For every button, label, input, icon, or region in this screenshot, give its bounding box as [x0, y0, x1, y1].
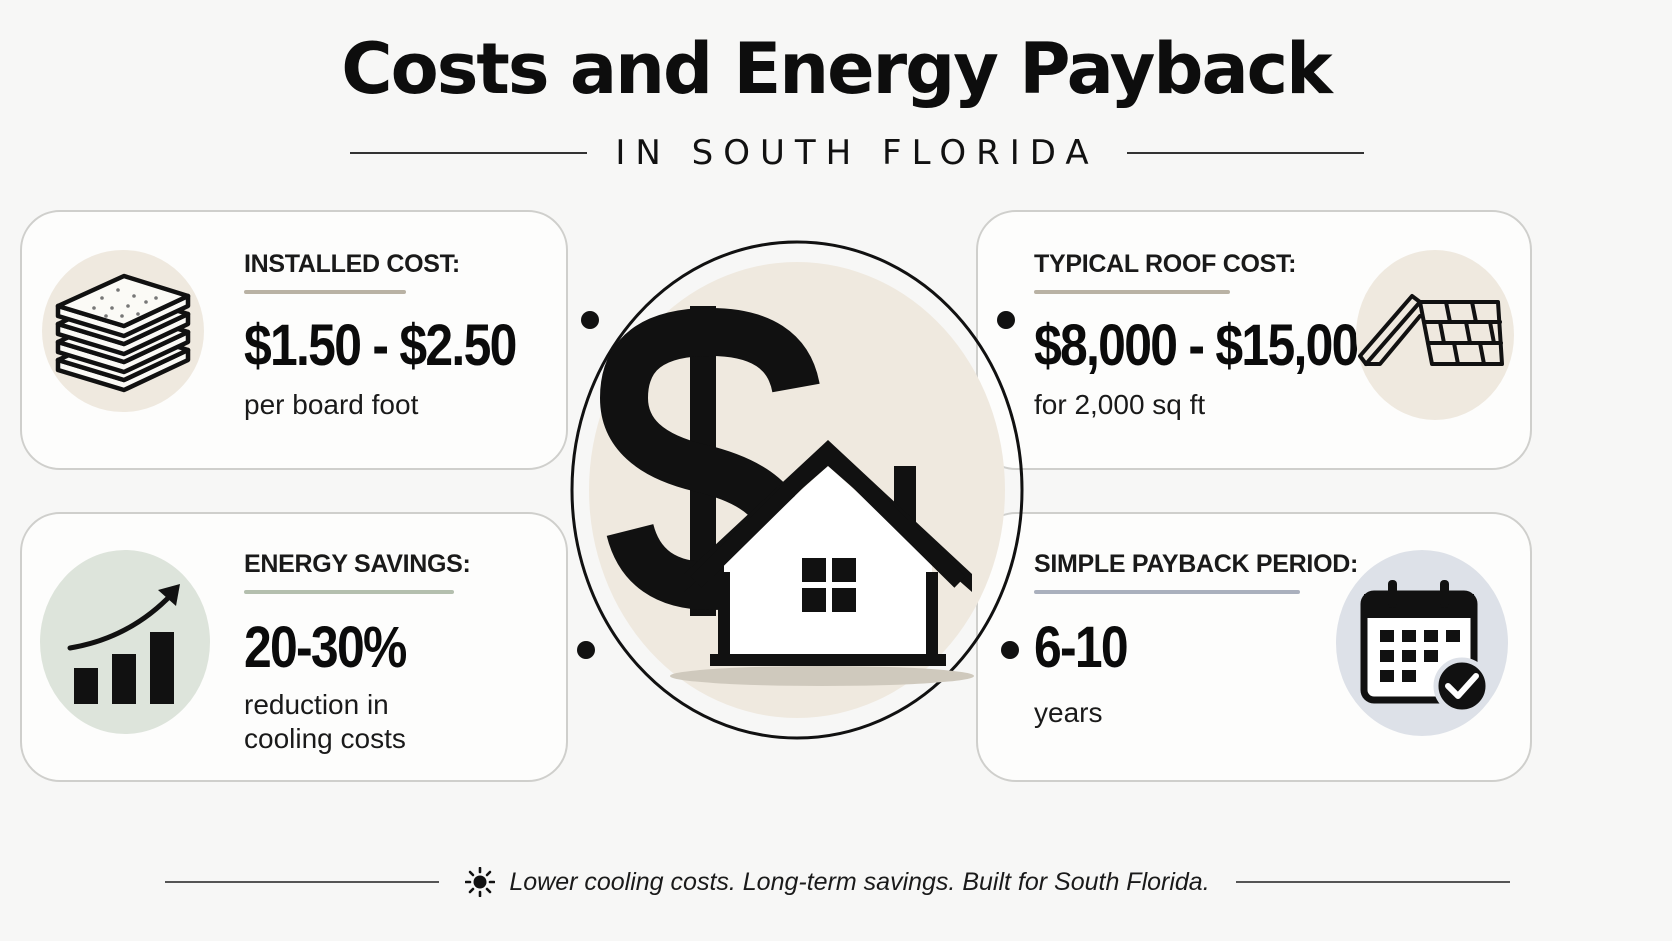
payback-period-rule	[1034, 590, 1300, 594]
installed-cost-value: $1.50 - $2.50	[244, 313, 517, 378]
sun-icon	[465, 867, 496, 897]
payback-period-value: 6-10	[1034, 615, 1129, 680]
energy-savings-description-line1: reduction in	[244, 689, 389, 720]
energy-savings-icon-circle	[40, 550, 210, 734]
payback-period-label: SIMPLE PAYBACK PERIOD:	[1034, 550, 1359, 578]
energy-savings-label: ENERGY SAVINGS:	[244, 550, 471, 578]
payback-period-description: years	[1034, 697, 1103, 728]
footer-right-rule	[1235, 881, 1510, 883]
footer: Lower cooling costs. Long-term savings. …	[165, 862, 1510, 902]
energy-savings-value: 20-30%	[244, 615, 407, 680]
roof-shingles-icon	[1358, 294, 1504, 366]
subtitle-row: IN SOUTH FLORIDA	[350, 128, 1364, 178]
footer-text: Lower cooling costs. Long-term savings. …	[509, 867, 1210, 896]
energy-savings-card: ENERGY SAVINGS: 20-30% reduction in cool…	[20, 512, 568, 782]
payback-period-icon-circle	[1336, 550, 1508, 736]
growth-bar-chart-icon	[67, 584, 180, 704]
payback-period-card: SIMPLE PAYBACK PERIOD: 6-10 years	[976, 512, 1532, 782]
footer-left-rule	[165, 881, 440, 883]
dollar-house-icon	[570, 240, 1024, 740]
roof-cost-description: for 2,000 sq ft	[1034, 389, 1206, 420]
installed-cost-card: INSTALLED COST: $1.50 - $2.50 per board …	[20, 210, 568, 470]
calendar-check-icon	[1360, 580, 1491, 715]
energy-savings-description-line2: cooling costs	[244, 723, 406, 754]
energy-savings-rule	[244, 590, 454, 594]
roof-cost-rule	[1034, 290, 1230, 294]
subtitle-left-rule	[350, 152, 588, 154]
installed-cost-rule	[244, 290, 406, 294]
subtitle-right-rule	[1126, 152, 1364, 154]
roof-cost-label: TYPICAL ROOF COST:	[1034, 250, 1297, 278]
footer-tagline: Lower cooling costs. Long-term savings. …	[439, 867, 1235, 897]
installed-cost-label: INSTALLED COST:	[244, 250, 460, 278]
center-illustration	[560, 240, 1040, 765]
roof-cost-value: $8,000 - $15,000	[1034, 313, 1385, 378]
page-title: Costs and Energy Payback	[341, 28, 1332, 110]
installed-cost-icon-circle	[42, 250, 204, 412]
installed-cost-description: per board foot	[244, 389, 419, 420]
roof-cost-icon-circle	[1356, 250, 1514, 420]
roof-cost-card: TYPICAL ROOF COST: $8,000 - $15,000 for …	[976, 210, 1532, 470]
foam-boards-stack-icon	[55, 273, 191, 393]
page-subtitle: IN SOUTH FLORIDA	[615, 133, 1099, 173]
